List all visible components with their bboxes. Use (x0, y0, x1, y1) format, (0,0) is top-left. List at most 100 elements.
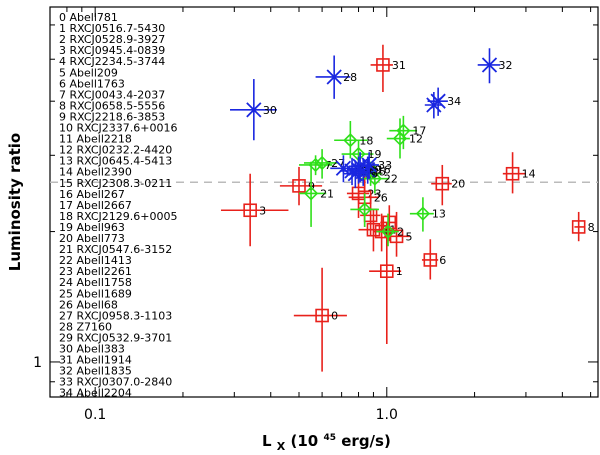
data-point: 2 (376, 213, 404, 247)
legend-entry: 17 Abell2667 (59, 199, 132, 212)
legend-entry: 6 Abell1763 (59, 77, 125, 90)
data-point (424, 92, 443, 119)
legend-entry: 26 Abell68 (59, 298, 118, 311)
x-axis-title-exp: 45 (323, 433, 336, 443)
square-marker (366, 222, 381, 237)
legend-entry: 31 Abell1914 (59, 354, 132, 367)
data-point: 3 (220, 173, 289, 247)
data-point: 33 (358, 152, 392, 179)
point-label: 33 (378, 159, 392, 172)
point-label: 13 (432, 208, 446, 221)
data-point: 8 (571, 211, 595, 242)
x-axis-title-unit-end: erg/s) (341, 432, 391, 450)
asterisk-marker-b (426, 97, 442, 113)
square-marker (505, 166, 520, 181)
square-marker (435, 176, 450, 191)
point-label: 25 (372, 166, 386, 179)
point-label: 1 (396, 265, 403, 278)
legend-entry: 28 Z7160 (59, 320, 112, 333)
point-label: 4 (369, 160, 376, 173)
legend-entry: 33 RXCJ0307.0-2840 (59, 376, 172, 389)
square-marker (382, 215, 397, 230)
diamond-marker (415, 206, 431, 221)
legend-entry: 27 RXCJ0958.3-1103 (59, 309, 172, 322)
legend-entry: 24 Abell1758 (59, 276, 132, 289)
square-marker (376, 58, 390, 72)
legend-entry: 11 Abell2218 (59, 133, 132, 146)
point-label: 5 (406, 230, 413, 243)
legend-entry: 29 RXCJ0532.9-3701 (59, 331, 172, 344)
point-label: 3 (259, 204, 266, 217)
point-label: 32 (498, 59, 512, 72)
point-label: 0 (331, 310, 338, 323)
legend-entry: 15 RXCJ2308.3-0211 (59, 177, 172, 190)
data-point: 13 (409, 197, 446, 232)
data-point: 31 (370, 44, 406, 93)
point-label: 14 (522, 168, 536, 181)
point-label: 18 (359, 134, 373, 147)
y-tick-label: 1 (33, 355, 42, 371)
x-axis-title-main: L (262, 432, 272, 450)
legend-entry: 18 RXCJ2129.6+0005 (59, 210, 178, 223)
legend-entry: 10 RXCJ2337.6+0016 (59, 122, 178, 135)
point-label: 20 (451, 178, 465, 191)
legend-entry: 1 RXCJ0516.7-5430 (59, 22, 165, 35)
diamond-marker (357, 202, 372, 217)
legend-entry: 34 Abell2204 (59, 387, 132, 400)
data-marks: 0135689111420232631271213171819212227410… (220, 44, 595, 372)
point-label: 22 (384, 173, 398, 186)
diamond-marker (314, 155, 330, 171)
x-tick-label: 0.1 (84, 407, 106, 423)
point-label: 6 (439, 254, 446, 267)
x-tick-label: 1.0 (376, 407, 398, 423)
data-point: 32 (477, 48, 512, 84)
data-point: 18 (334, 121, 373, 159)
legend-entry: 12 RXCJ0232.2-4420 (59, 144, 172, 157)
data-point: 28 (315, 55, 357, 99)
legend-entry: 2 RXCJ0528.9-3927 (59, 33, 165, 46)
point-label: 21 (320, 187, 334, 200)
point-label: 28 (343, 71, 357, 84)
data-point: 1 (369, 222, 403, 345)
data-point: 0 (293, 267, 347, 372)
legend-entry: 4 RXCJ2234.5-3744 (59, 55, 165, 68)
legend-entry: 19 Abell963 (59, 221, 125, 234)
legend-entry: 16 Abell267 (59, 188, 125, 201)
data-point: 7 (299, 155, 333, 176)
legend-entry: 8 RXCJ0658.5-5556 (59, 99, 165, 112)
legend-entry: 14 Abell2390 (59, 166, 132, 179)
legend-entry: 13 RXCJ0645.4-5413 (59, 155, 172, 168)
asterisk-marker-b (481, 57, 498, 73)
data-point: 6 (421, 239, 446, 280)
asterisk-marker-b (335, 160, 352, 176)
point-label: 17 (412, 125, 426, 138)
y-axis-title: Luminosity ratio (6, 133, 24, 271)
x-axis-title: L X (10 45 erg/s) (262, 426, 391, 454)
legend-entry: 5 Abell209 (59, 66, 118, 79)
point-label: 34 (447, 95, 461, 108)
data-point: 17 (389, 115, 426, 150)
diamond-marker (343, 133, 358, 148)
point-label: 12 (409, 133, 423, 146)
square-marker (423, 253, 438, 267)
data-point: 21 (299, 161, 334, 227)
legend-entry: 23 Abell2261 (59, 265, 132, 278)
data-point: 34 (427, 87, 461, 116)
diamond-marker (303, 186, 319, 201)
diamond-marker (396, 123, 411, 138)
point-label: 8 (588, 221, 595, 234)
asterisk-marker-b (361, 157, 377, 173)
plot-frame (49, 6, 599, 398)
axis-ticks: 0.1 1.0 1 (33, 7, 598, 423)
legend-entry: 3 RXCJ0945.4-0839 (59, 44, 165, 57)
asterisk-marker-b (326, 69, 342, 85)
square-marker (292, 179, 306, 193)
legend-entry: 22 Abell1413 (59, 254, 132, 267)
data-point: 30 (230, 79, 277, 141)
legend-entry: 32 Abell1835 (59, 365, 132, 378)
point-label: 7 (325, 159, 332, 172)
legend-entry: 9 RXCJ2218.6-3853 (59, 110, 165, 123)
square-marker (389, 229, 404, 244)
point-label: 30 (263, 104, 277, 117)
